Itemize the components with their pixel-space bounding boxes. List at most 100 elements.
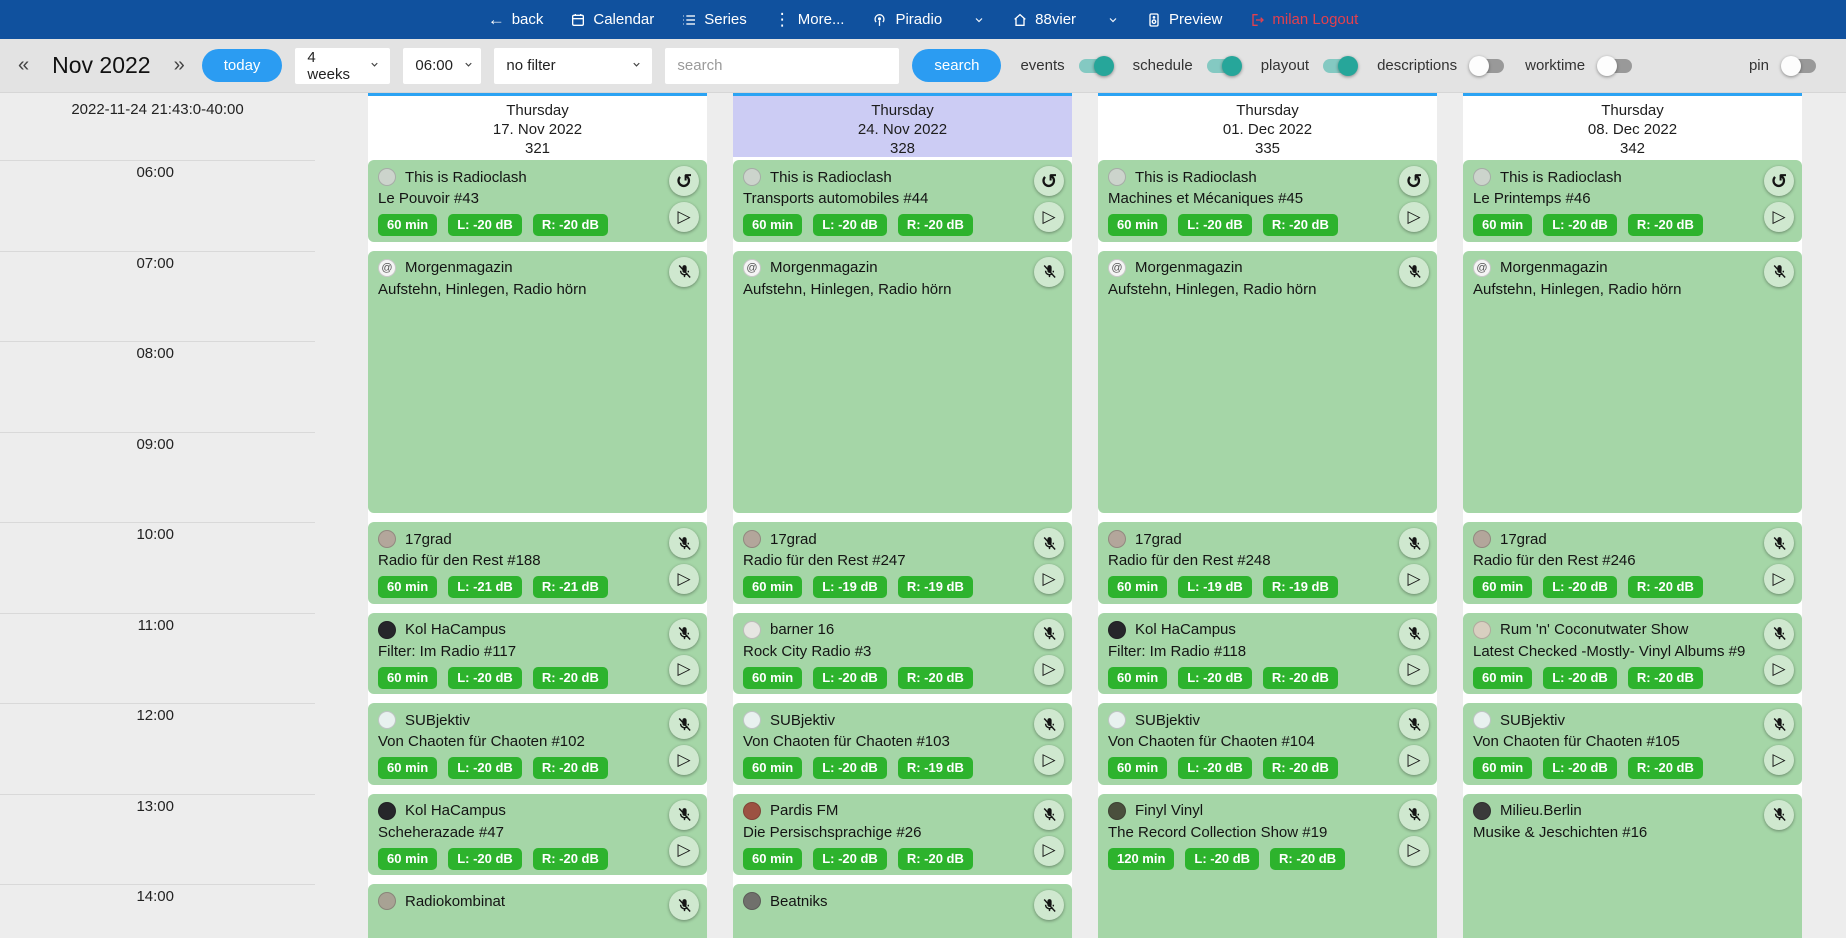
filter-select[interactable]: no filter — [494, 47, 653, 84]
play-button[interactable]: ▷ — [669, 202, 699, 232]
event-card[interactable]: @ Morgenmagazin Aufstehn, Hinlegen, Radi… — [733, 250, 1072, 513]
toggle-switch[interactable] — [1597, 55, 1634, 76]
day-header[interactable]: Thursday 17. Nov 2022 321 — [368, 96, 707, 157]
mic-off-icon[interactable] — [1034, 709, 1064, 739]
back-button[interactable]: ← back — [488, 11, 544, 28]
mic-off-icon[interactable] — [1399, 618, 1429, 649]
mic-off-icon[interactable] — [669, 799, 699, 830]
mic-off-icon[interactable] — [1399, 799, 1429, 830]
mic-off-icon[interactable] — [669, 256, 699, 287]
play-button[interactable]: ▷ — [1764, 564, 1794, 594]
channel-selector[interactable]: 88vier — [1012, 11, 1119, 28]
toggle-switch[interactable] — [1077, 55, 1114, 76]
event-card[interactable]: Rum 'n' Coconutwater Show Latest Checked… — [1463, 612, 1802, 694]
replay-icon[interactable]: ↺ — [669, 166, 699, 196]
event-card[interactable]: @ Morgenmagazin Aufstehn, Hinlegen, Radi… — [1098, 250, 1437, 513]
mic-off-icon[interactable] — [1764, 618, 1794, 649]
day-header[interactable]: Thursday 24. Nov 2022 328 — [733, 96, 1072, 157]
station-selector[interactable]: Piradio — [871, 11, 985, 28]
prev-month-button[interactable]: « — [18, 54, 30, 76]
play-button[interactable]: ▷ — [1399, 654, 1429, 685]
start-time-select[interactable]: 06:00 — [403, 47, 482, 84]
day-header[interactable]: Thursday 01. Dec 2022 335 — [1098, 96, 1437, 157]
mic-off-icon[interactable] — [1764, 799, 1794, 830]
mic-off-icon[interactable] — [1399, 709, 1429, 739]
toggle-switch[interactable] — [1321, 55, 1359, 76]
next-month-button[interactable]: » — [173, 54, 185, 76]
nav-calendar[interactable]: Calendar — [570, 11, 654, 28]
play-button[interactable]: ▷ — [669, 835, 699, 866]
play-button[interactable]: ▷ — [1399, 745, 1429, 775]
event-badges: 60 min L: -20 dB R: -20 dB — [1108, 666, 1391, 689]
event-card[interactable]: This is Radioclash Transports automobile… — [733, 160, 1072, 242]
mic-off-icon[interactable] — [1399, 256, 1429, 287]
play-button[interactable]: ▷ — [1034, 745, 1064, 775]
range-select[interactable]: 4 weeks — [295, 47, 391, 84]
play-button[interactable]: ▷ — [1399, 202, 1429, 232]
event-card[interactable]: SUBjektiv Von Chaoten für Chaoten #103 6… — [733, 703, 1072, 785]
event-card[interactable]: Finyl Vinyl The Record Collection Show #… — [1098, 793, 1437, 938]
search-input[interactable] — [665, 47, 900, 84]
nav-more[interactable]: ⋮ More... — [774, 11, 845, 28]
mic-off-icon[interactable] — [1034, 799, 1064, 830]
day-header[interactable]: Thursday 08. Dec 2022 342 — [1463, 96, 1802, 157]
mic-off-icon[interactable] — [669, 709, 699, 739]
event-card[interactable]: Milieu.Berlin Musike & Jeschichten #16 — [1463, 793, 1802, 938]
play-button[interactable]: ▷ — [1034, 654, 1064, 685]
replay-icon[interactable]: ↺ — [1399, 166, 1429, 196]
event-card[interactable]: Kol HaCampus Filter: Im Radio #117 60 mi… — [368, 612, 707, 694]
event-card[interactable]: 17grad Radio für den Rest #246 60 min L: … — [1463, 522, 1802, 604]
replay-icon[interactable]: ↺ — [1034, 166, 1064, 196]
event-card[interactable]: 17grad Radio für den Rest #247 60 min L: … — [733, 522, 1072, 604]
event-card[interactable]: This is Radioclash Machines et Mécanique… — [1098, 160, 1437, 242]
event-card[interactable]: 17grad Radio für den Rest #188 60 min L: … — [368, 522, 707, 604]
play-button[interactable]: ▷ — [1764, 654, 1794, 685]
mic-off-icon[interactable] — [669, 890, 699, 920]
play-button[interactable]: ▷ — [1034, 202, 1064, 232]
event-card[interactable]: Kol HaCampus Scheherazade #47 60 min L: -… — [368, 793, 707, 875]
event-card[interactable]: This is Radioclash Le Pouvoir #43 60 min… — [368, 160, 707, 242]
mic-off-icon[interactable] — [1034, 618, 1064, 649]
event-card[interactable]: SUBjektiv Von Chaoten für Chaoten #104 6… — [1098, 703, 1437, 785]
mic-off-icon[interactable] — [669, 618, 699, 649]
play-button[interactable]: ▷ — [1399, 564, 1429, 594]
event-card[interactable]: Radiokombinat — [368, 884, 707, 938]
play-button[interactable]: ▷ — [1034, 835, 1064, 866]
chevron-down-icon[interactable] — [1107, 14, 1119, 26]
event-card[interactable]: @ Morgenmagazin Aufstehn, Hinlegen, Radi… — [1463, 250, 1802, 513]
play-button[interactable]: ▷ — [669, 745, 699, 775]
event-card[interactable]: @ Morgenmagazin Aufstehn, Hinlegen, Radi… — [368, 250, 707, 513]
event-card[interactable]: SUBjektiv Von Chaoten für Chaoten #105 6… — [1463, 703, 1802, 785]
play-button[interactable]: ▷ — [669, 654, 699, 685]
today-button[interactable]: today — [201, 49, 283, 82]
chevron-down-icon[interactable] — [973, 14, 985, 26]
play-button[interactable]: ▷ — [1034, 564, 1064, 594]
event-card[interactable]: 17grad Radio für den Rest #248 60 min L: … — [1098, 522, 1437, 604]
logout-button[interactable]: milan Logout — [1249, 11, 1358, 28]
event-card[interactable]: barner 16 Rock City Radio #3 60 min L: -2… — [733, 612, 1072, 694]
mic-off-icon[interactable] — [1399, 528, 1429, 558]
mic-off-icon[interactable] — [1034, 528, 1064, 558]
preview-button[interactable]: Preview — [1146, 11, 1222, 28]
mic-off-icon[interactable] — [1764, 256, 1794, 287]
event-card[interactable]: Pardis FM Die Persischsprachige #26 60 m… — [733, 793, 1072, 875]
mic-off-icon[interactable] — [1034, 890, 1064, 920]
play-button[interactable]: ▷ — [1764, 202, 1794, 232]
nav-series[interactable]: Series — [681, 11, 747, 28]
event-card[interactable]: This is Radioclash Le Printemps #46 60 m… — [1463, 160, 1802, 242]
mic-off-icon[interactable] — [1034, 256, 1064, 287]
replay-icon[interactable]: ↺ — [1764, 166, 1794, 196]
toggle-switch[interactable] — [1469, 55, 1506, 76]
event-card[interactable]: Beatniks — [733, 884, 1072, 938]
mic-off-icon[interactable] — [1764, 709, 1794, 739]
event-card[interactable]: SUBjektiv Von Chaoten für Chaoten #102 6… — [368, 703, 707, 785]
event-card[interactable]: Kol HaCampus Filter: Im Radio #118 60 mi… — [1098, 612, 1437, 694]
mic-off-icon[interactable] — [669, 528, 699, 558]
search-button[interactable]: search — [912, 49, 1002, 82]
mic-off-icon[interactable] — [1764, 528, 1794, 558]
play-button[interactable]: ▷ — [1399, 835, 1429, 866]
play-button[interactable]: ▷ — [1764, 745, 1794, 775]
toggle-switch[interactable] — [1781, 55, 1818, 76]
toggle-switch[interactable] — [1205, 55, 1242, 76]
play-button[interactable]: ▷ — [669, 564, 699, 594]
